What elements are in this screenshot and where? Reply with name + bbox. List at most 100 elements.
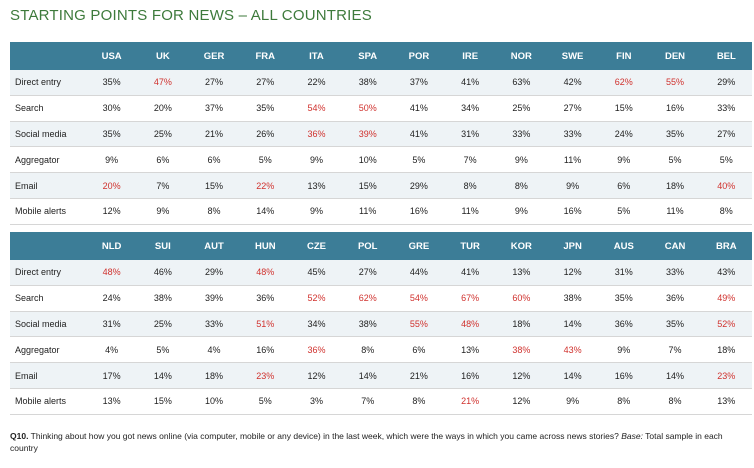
column-header: DEN	[649, 42, 701, 70]
table-cell: 33%	[649, 260, 701, 286]
table-cell: 5%	[393, 146, 445, 174]
row-label: Mobile alerts	[10, 388, 86, 415]
table-cell: 11%	[342, 198, 394, 225]
table-cell: 41%	[393, 121, 445, 148]
table-cell: 54%	[393, 285, 445, 312]
table-cell: 8%	[393, 388, 445, 415]
table-cell: 14%	[342, 362, 394, 389]
table-cell: 55%	[649, 70, 701, 96]
countries-table-1: USA UK GER FRA ITA SPA POR IRE NOR SWE FIN DEN BEL D…	[10, 42, 752, 225]
table-cell: 22%	[290, 70, 343, 96]
row-label: Social media	[10, 121, 86, 148]
table-cell: 38%	[137, 285, 189, 312]
column-header: GRE	[393, 232, 445, 260]
column-header: TUR	[444, 232, 496, 260]
table-row: Direct entry 35% 47% 27% 27% 22% 38% 37% 41% 63% 4…	[10, 70, 752, 96]
table-cell: 8%	[700, 198, 752, 225]
table-cell: 36%	[290, 336, 343, 364]
table-row: Social media 31% 25% 33% 51% 34% 38% 55% 48% 18% 1…	[10, 311, 752, 338]
column-header: KOR	[495, 232, 547, 260]
table-cell: 27%	[239, 70, 291, 96]
table-cell: 6%	[137, 146, 189, 174]
table-row: Direct entry 48% 46% 29% 48% 45% 27% 44% 41% 13% 1…	[10, 260, 752, 286]
table-cell: 18%	[649, 172, 701, 199]
table-cell: 37%	[188, 95, 240, 122]
table-cell: 16%	[239, 336, 291, 364]
table-cell: 29%	[188, 260, 240, 286]
row-label: Search	[10, 95, 86, 122]
table-cell: 18%	[188, 362, 240, 389]
column-header: FIN	[598, 42, 650, 70]
table-cell: 52%	[700, 311, 752, 338]
table-cell: 5%	[649, 146, 701, 174]
table-cell: 4%	[86, 336, 138, 364]
table-cell: 11%	[546, 146, 599, 174]
table-cell: 44%	[393, 260, 445, 286]
table-row: Mobile alerts 13% 15% 10% 5% 3% 7% 8% 21% 12% 9% 8%…	[10, 388, 752, 415]
table-cell: 15%	[598, 95, 650, 122]
table-cell: 8%	[188, 198, 240, 225]
table-header-row: NLD SUI AUT HUN CZE POL GRE TUR KOR JPN AUS CAN BRA	[10, 232, 752, 260]
table-cell: 33%	[495, 121, 547, 148]
table-cell: 55%	[393, 311, 445, 338]
table-cell: 39%	[342, 121, 394, 148]
table-cell: 15%	[342, 172, 394, 199]
column-header: CAN	[649, 232, 701, 260]
table-cell: 6%	[393, 336, 445, 364]
table-cell: 5%	[137, 336, 189, 364]
table-cell: 17%	[86, 362, 138, 389]
table-cell: 35%	[649, 121, 701, 148]
table-cell: 10%	[188, 388, 240, 415]
table-cell: 14%	[137, 362, 189, 389]
table-cell: 7%	[649, 336, 701, 364]
table-cell: 15%	[137, 388, 189, 415]
table-cell: 12%	[495, 388, 547, 415]
table-cell: 9%	[598, 146, 650, 174]
table-cell: 27%	[700, 121, 752, 148]
table-cell: 24%	[86, 285, 138, 312]
row-label: Direct entry	[10, 70, 86, 96]
table-cell: 26%	[239, 121, 291, 148]
table-cell: 13%	[700, 388, 752, 415]
table-cell: 38%	[342, 311, 394, 338]
table-cell: 9%	[598, 336, 650, 364]
table-cell: 9%	[495, 146, 547, 174]
table-cell: 11%	[444, 198, 496, 225]
row-label: Search	[10, 285, 86, 312]
table-cell: 46%	[137, 260, 189, 286]
table-cell: 41%	[393, 95, 445, 122]
table-cell: 48%	[444, 311, 496, 338]
table-body: Direct entry 48% 46% 29% 48% 45% 27% 44% 41% 13% 1…	[10, 260, 752, 415]
table-cell: 33%	[188, 311, 240, 338]
table-cell: 8%	[598, 388, 650, 415]
table-cell: 8%	[495, 172, 547, 199]
table-cell: 54%	[290, 95, 343, 122]
table-cell: 36%	[239, 285, 291, 312]
table-cell: 13%	[495, 260, 547, 286]
table-cell: 8%	[444, 172, 496, 199]
table-cell: 51%	[239, 311, 291, 338]
table-cell: 5%	[700, 146, 752, 174]
page-title: STARTING POINTS FOR NEWS – ALL COUNTRIES	[10, 7, 372, 24]
table-cell: 62%	[342, 285, 394, 312]
table-cell: 20%	[86, 172, 138, 199]
table-cell: 6%	[188, 146, 240, 174]
table-cell: 14%	[649, 362, 701, 389]
table-cell: 35%	[86, 70, 138, 96]
footnote: Q10. Thinking about how you got news onl…	[10, 430, 740, 454]
table-cell: 25%	[495, 95, 547, 122]
table-cell: 36%	[598, 311, 650, 338]
table-cell: 25%	[137, 121, 189, 148]
table-cell: 33%	[700, 95, 752, 122]
table-row: Mobile alerts 12% 9% 8% 14% 9% 11% 16% 11% 9% 16% 5…	[10, 198, 752, 225]
table-cell: 35%	[598, 285, 650, 312]
table-cell: 7%	[444, 146, 496, 174]
column-header: IRE	[444, 42, 496, 70]
table-cell: 12%	[546, 260, 599, 286]
table-cell: 5%	[598, 198, 650, 225]
row-label: Mobile alerts	[10, 198, 86, 225]
column-header: ITA	[290, 42, 343, 70]
table-body: Direct entry 35% 47% 27% 27% 22% 38% 37% 41% 63% 4…	[10, 70, 752, 225]
table-cell: 39%	[188, 285, 240, 312]
table-cell: 35%	[86, 121, 138, 148]
